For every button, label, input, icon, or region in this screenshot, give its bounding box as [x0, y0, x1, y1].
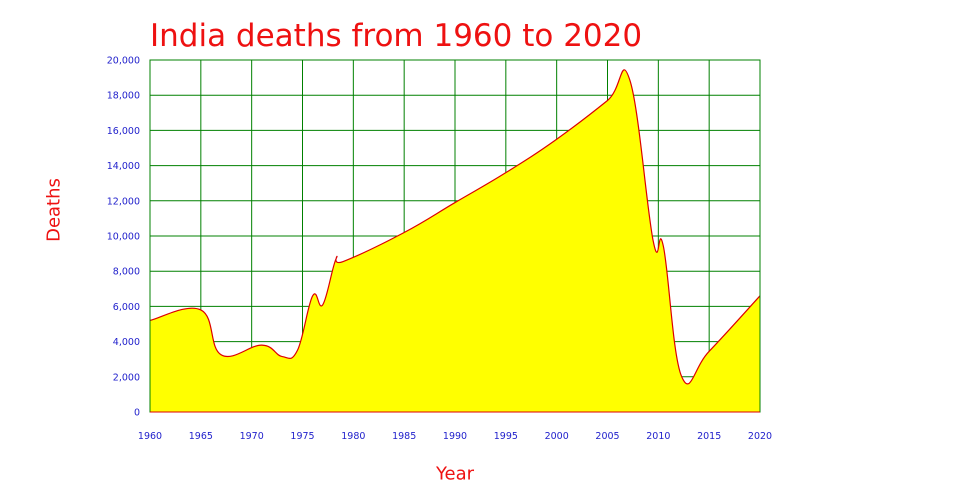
y-tick-label: 14,000 — [107, 161, 140, 172]
x-tick-label: 1990 — [443, 431, 467, 442]
y-tick-label: 20,000 — [107, 56, 140, 67]
x-tick-label: 2015 — [697, 431, 721, 442]
y-tick-label: 2,000 — [113, 372, 140, 383]
x-tick-label: 1970 — [240, 431, 264, 442]
x-tick-label: 2010 — [646, 431, 670, 442]
area-fill — [150, 69, 760, 413]
y-tick-label: 16,000 — [107, 126, 140, 137]
x-tick-label: 1995 — [494, 431, 518, 442]
y-tick-label: 10,000 — [107, 232, 140, 243]
x-tick-label: 2005 — [595, 431, 619, 442]
y-tick-label: 18,000 — [107, 91, 140, 102]
series — [149, 69, 761, 413]
x-tick-label: 1980 — [341, 431, 365, 442]
plot-frame — [149, 59, 761, 413]
y-tick-label: 4,000 — [113, 337, 140, 348]
x-tick-label: 1975 — [290, 431, 314, 442]
chart-title: India deaths from 1960 to 2020 — [150, 18, 643, 54]
y-tick-label: 0 — [134, 408, 140, 419]
x-tick-label: 2000 — [545, 431, 569, 442]
x-ticks: 1960 1965 1970 1975 1980 1985 1990 1995 2000 2005… — [138, 431, 772, 442]
series-line — [149, 69, 761, 385]
y-ticks: 0 2,000 4,000 6,000 8,000 10,000 12,000 14,000 1… — [107, 56, 140, 419]
x-tick-label: 1960 — [138, 431, 162, 442]
x-tick-label: 1965 — [189, 431, 213, 442]
x-tick-label: 1985 — [392, 431, 416, 442]
y-tick-label: 12,000 — [107, 196, 140, 207]
y-tick-label: 6,000 — [113, 302, 140, 313]
y-tick-label: 8,000 — [113, 267, 140, 278]
x-axis-label: Year — [435, 463, 475, 485]
x-tick-label: 2020 — [748, 431, 772, 442]
